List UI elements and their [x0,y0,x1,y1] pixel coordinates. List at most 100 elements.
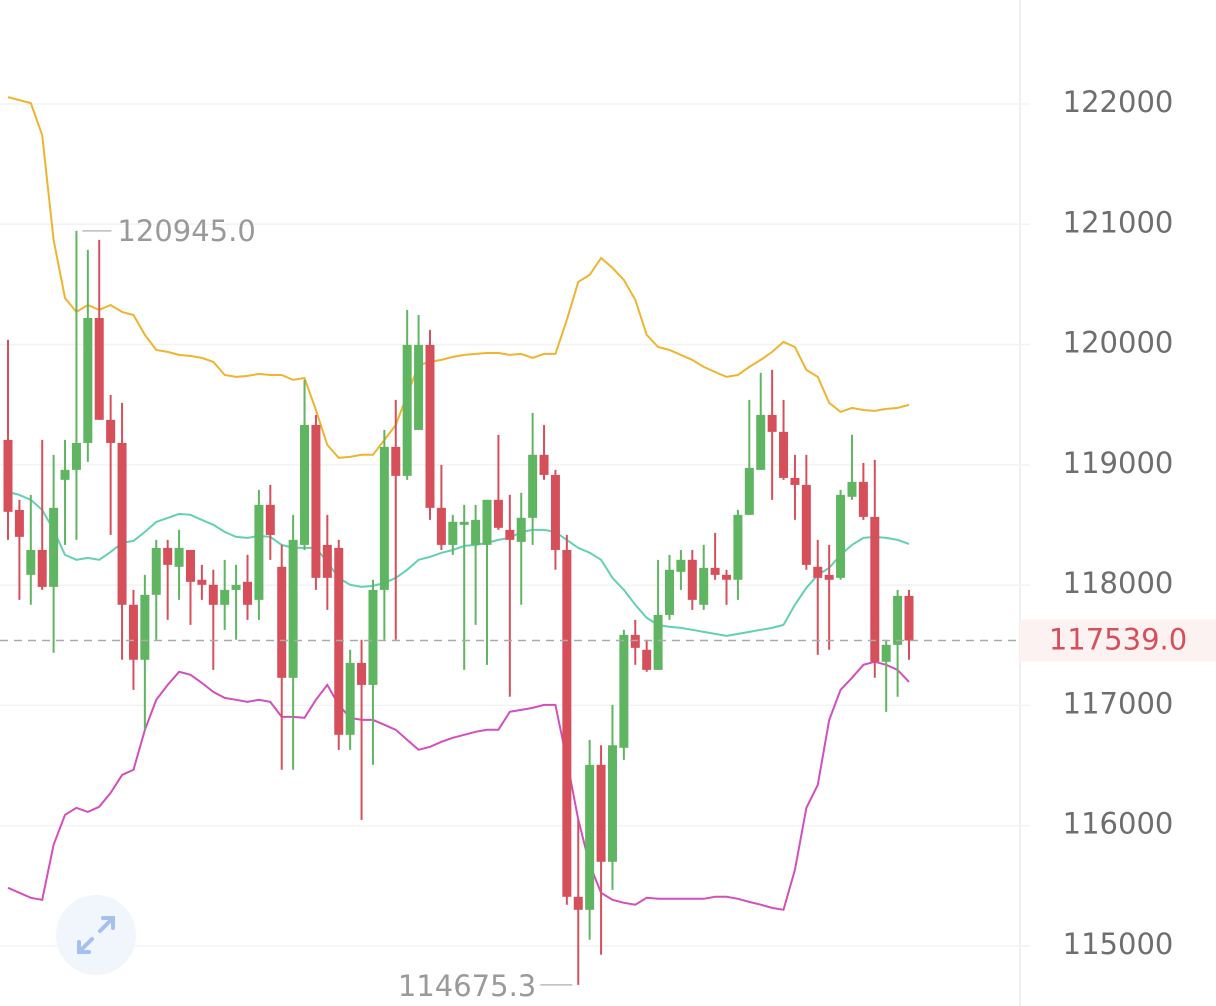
candle-body [767,414,777,432]
candle-body [619,634,629,748]
candle-body [607,745,617,862]
candle-body [801,484,811,565]
candle-body [265,504,275,535]
candle-body [630,634,640,648]
bands [7,96,910,911]
candle-body [106,419,116,443]
candle-body [425,344,435,508]
candle-body [220,589,230,605]
candle-body [71,442,81,470]
candle-body [664,569,674,615]
candle-body [596,764,606,862]
candle-body [379,446,389,590]
y-tick-label: 116000 [1063,807,1174,841]
candle-body [881,644,891,662]
band-line [7,660,910,911]
candle-body [288,539,298,678]
candle-body [676,559,686,572]
candle-body [300,424,310,545]
candle-body [893,595,903,645]
candle-body [562,549,572,897]
candle-body [904,595,914,641]
candles [3,230,914,985]
candle-body [813,566,823,578]
candle-body [756,414,766,470]
candle-body [14,509,24,537]
candle-body [345,662,355,735]
candle-body [858,481,868,517]
candle-body [836,494,846,578]
candle-body [687,559,697,600]
y-tick-label: 117000 [1063,686,1174,720]
candle-body [60,469,70,480]
candle-body [870,516,880,662]
expand-button-bg[interactable] [56,895,136,975]
candle-body [94,317,104,420]
candle-body [254,504,264,600]
band-line [7,96,910,459]
candle-body [653,614,663,670]
expand-icon [77,916,115,954]
last-price-bg [1020,619,1216,662]
band-line [7,490,910,637]
candle-body [197,579,207,585]
candle-body [163,547,173,565]
candle-body [459,521,469,525]
max-label: 120945.0 [117,214,255,248]
candle-body [493,499,503,528]
y-tick-label: 121000 [1063,205,1174,239]
y-tick-label: 115000 [1063,927,1174,961]
candle-body [357,662,367,685]
y-tick-label: 122000 [1063,85,1174,119]
candle-body [151,547,161,595]
candle-body [448,521,458,545]
candle-body [174,547,184,567]
candle-body [185,549,195,582]
candle-body [471,519,481,545]
candle-body [505,529,515,540]
min-label: 114675.3 [398,969,536,1003]
candle-body [516,517,526,542]
candle-body [699,567,709,605]
candle-body [231,584,241,590]
y-tick-label: 118000 [1063,566,1174,600]
expand-button[interactable] [56,895,136,975]
overlay: 117539.0 120945.0 114675.3 [0,214,1216,1003]
candle-body [243,581,253,605]
candle-body [368,589,378,685]
y-tick-label: 119000 [1063,446,1174,480]
candle-body [482,499,492,545]
candle-body [334,547,344,735]
candle-body [117,442,127,605]
candle-body [847,481,857,497]
candle-body [3,439,13,512]
candle-body [744,467,754,515]
candle-body [49,507,59,587]
candle-body [790,477,800,485]
candle-body [277,566,287,678]
candle-body [140,594,150,660]
candle-body [642,649,652,670]
candle-body [414,344,424,430]
candle-body [722,574,732,580]
candle-body [208,584,218,605]
candle-body [37,549,47,587]
candle-body [585,764,595,910]
candle-body [733,514,743,580]
candle-body [311,424,321,578]
candle-body [779,431,789,478]
last-price-label: 117539.0 [1049,623,1187,657]
y-tick-label: 120000 [1063,326,1174,360]
candle-body [550,474,560,550]
candle-body [710,567,720,575]
candle-body [539,454,549,475]
candle-body [128,604,138,660]
candle-body [322,544,332,578]
candle-body [436,507,446,545]
candle-body [402,344,412,476]
candle-body [391,446,401,476]
grid: 115000 116000 117000 118000 119000 120000 1210… [0,85,1173,961]
candle-body [26,549,36,575]
candle-body [528,454,538,518]
